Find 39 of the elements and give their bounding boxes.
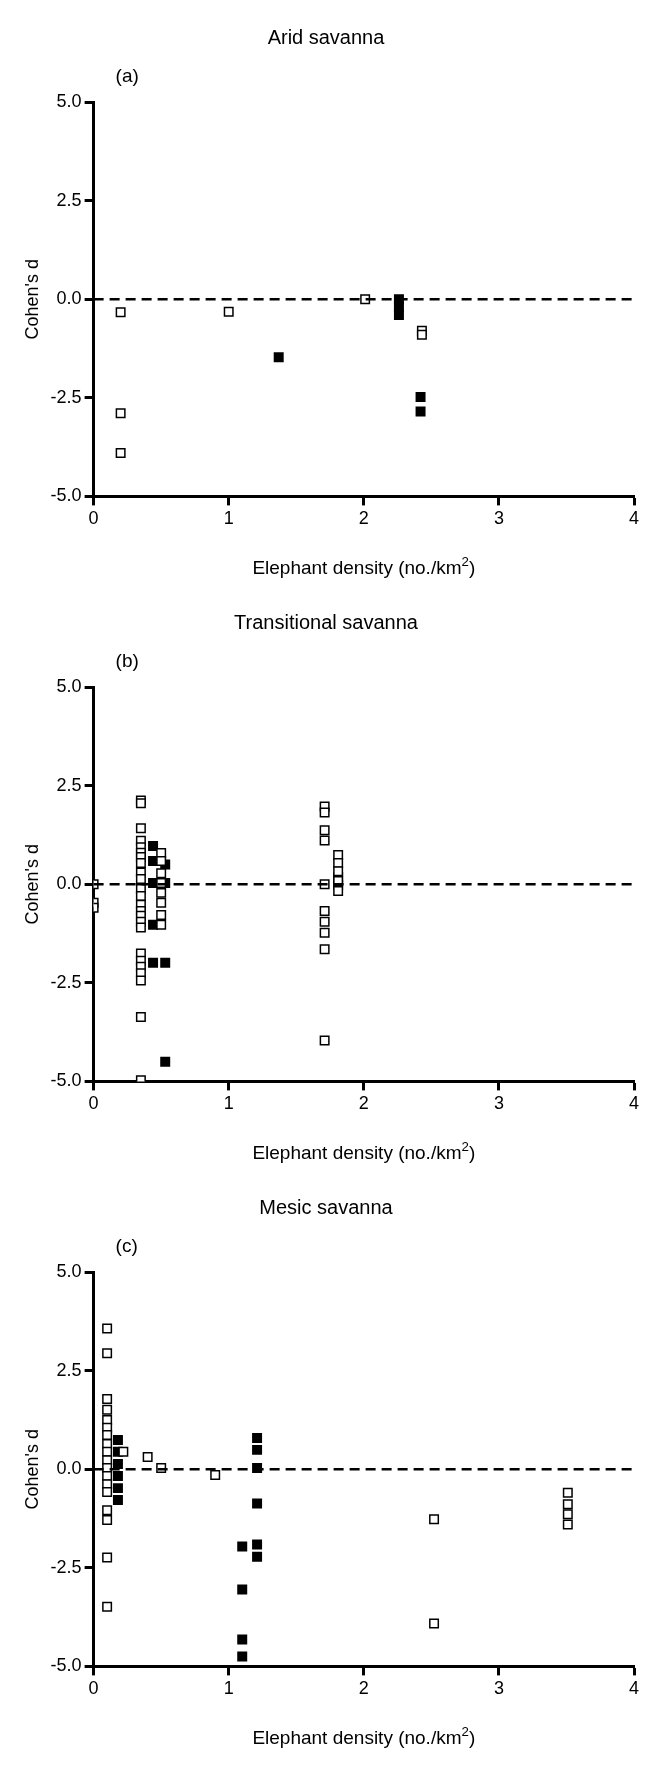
y-tick-label: -5.0 [50,1655,82,1676]
y-tick-label: -2.5 [50,971,82,992]
x-tick-label: 2 [358,508,369,529]
y-axis-title: Cohen's d [21,1428,42,1510]
x-tick-label: 1 [223,1093,234,1114]
y-tick-label: 5.0 [56,675,82,696]
y-axis-title: Cohen's d [21,843,42,925]
chart-title: Mesic savanna [259,1195,394,1218]
text: (b) [115,650,139,671]
y-axis-title: Cohen's d [21,258,42,340]
y-tick-label: -5.0 [50,1070,82,1091]
x-tick-label: 3 [493,1093,504,1114]
y-tick-label: 0.0 [56,1458,82,1479]
x-tick-label: 4 [628,508,640,529]
text: (a) [115,65,139,86]
x-tick-label: 4 [628,1678,640,1699]
x-tick-label: 3 [493,1678,504,1699]
y-tick-label: 5.0 [56,1260,82,1281]
y-tick-label: 5.0 [56,90,82,111]
x-tick-label: 2 [358,1093,369,1114]
y-tick-label: -2.5 [50,1556,82,1577]
y-tick-label: 0.0 [56,288,82,309]
y-tick-label: -2.5 [50,386,82,407]
x-tick-label: 0 [88,508,99,529]
y-tick-label: 2.5 [56,774,82,795]
x-tick-label: 1 [223,508,234,529]
x-tick-label: 1 [223,1678,234,1699]
x-tick-label: 3 [493,508,504,529]
x-tick-label: 4 [628,1093,640,1114]
y-tick-label: 2.5 [56,1359,82,1380]
text: (c) [115,1235,138,1256]
x-tick-label: 0 [88,1093,99,1114]
y-tick-label: 0.0 [56,873,82,894]
y-tick-label: -5.0 [50,485,82,506]
x-tick-label: 2 [358,1678,369,1699]
y-tick-label: 2.5 [56,189,82,210]
x-tick-label: 0 [88,1678,99,1699]
chart-title: Transitional savanna [234,610,419,633]
chart-title: Arid savanna [267,25,386,48]
